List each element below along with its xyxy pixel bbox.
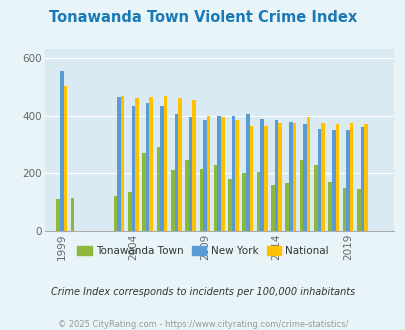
Bar: [174, 114, 178, 231]
Bar: [228, 179, 231, 231]
Bar: [260, 119, 263, 231]
Text: © 2025 CityRating.com - https://www.cityrating.com/crime-statistics/: © 2025 CityRating.com - https://www.city…: [58, 320, 347, 329]
Bar: [113, 196, 117, 231]
Bar: [360, 127, 363, 231]
Bar: [131, 106, 135, 231]
Bar: [117, 97, 121, 231]
Bar: [256, 172, 260, 231]
Bar: [202, 120, 206, 231]
Bar: [317, 129, 320, 231]
Bar: [274, 120, 277, 231]
Bar: [192, 100, 196, 231]
Bar: [60, 71, 64, 231]
Bar: [64, 85, 67, 231]
Bar: [217, 116, 220, 231]
Bar: [128, 192, 131, 231]
Bar: [142, 153, 145, 231]
Legend: Tonawanda Town, New York, National: Tonawanda Town, New York, National: [73, 242, 332, 260]
Bar: [149, 97, 153, 231]
Bar: [299, 160, 303, 231]
Bar: [70, 198, 74, 231]
Bar: [178, 98, 181, 231]
Bar: [235, 120, 238, 231]
Bar: [231, 116, 235, 231]
Bar: [288, 121, 292, 231]
Bar: [145, 103, 149, 231]
Bar: [160, 106, 163, 231]
Bar: [163, 96, 167, 231]
Bar: [363, 124, 367, 231]
Bar: [199, 169, 202, 231]
Bar: [249, 126, 253, 231]
Text: Crime Index corresponds to incidents per 100,000 inhabitants: Crime Index corresponds to incidents per…: [51, 287, 354, 297]
Bar: [121, 96, 124, 231]
Bar: [220, 117, 224, 231]
Bar: [328, 182, 331, 231]
Bar: [277, 123, 281, 231]
Bar: [313, 165, 317, 231]
Bar: [342, 188, 345, 231]
Bar: [349, 123, 352, 231]
Bar: [335, 124, 338, 231]
Bar: [303, 124, 306, 231]
Text: Tonawanda Town Violent Crime Index: Tonawanda Town Violent Crime Index: [49, 10, 356, 25]
Bar: [213, 165, 217, 231]
Bar: [245, 114, 249, 231]
Bar: [285, 183, 288, 231]
Bar: [188, 117, 192, 231]
Bar: [206, 116, 210, 231]
Bar: [171, 171, 174, 231]
Bar: [263, 126, 267, 231]
Bar: [271, 185, 274, 231]
Bar: [345, 130, 349, 231]
Bar: [185, 160, 188, 231]
Bar: [56, 199, 60, 231]
Bar: [135, 98, 139, 231]
Bar: [156, 148, 160, 231]
Bar: [306, 117, 310, 231]
Bar: [356, 189, 360, 231]
Bar: [292, 123, 295, 231]
Bar: [331, 130, 335, 231]
Bar: [320, 123, 324, 231]
Bar: [242, 173, 245, 231]
